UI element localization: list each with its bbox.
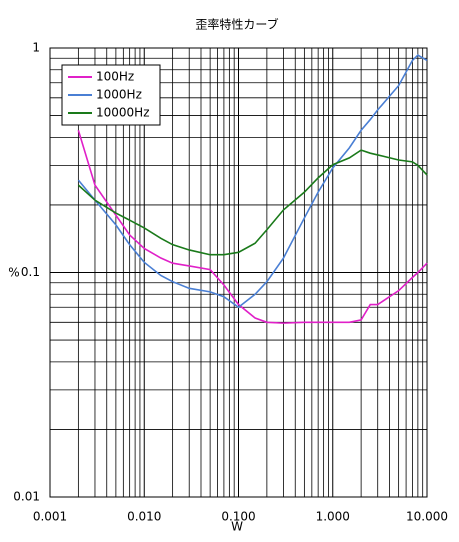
plot-frame — [49, 47, 428, 498]
y-axis-label: % — [8, 266, 19, 280]
x-tick-label: 10.000 — [406, 510, 448, 524]
x-tick-label: 0.100 — [221, 510, 255, 524]
legend-label: 100Hz — [96, 70, 134, 84]
y-tick-label: 1 — [32, 41, 40, 55]
y-tick-label: 0.01 — [13, 490, 40, 504]
chart-title: 歪率特性カーブ — [195, 17, 278, 32]
x-tick-label: 0.010 — [127, 510, 161, 524]
legend-label: 1000Hz — [96, 88, 142, 102]
y-tick-label: 0.1 — [21, 265, 40, 279]
data-line — [77, 130, 428, 324]
x-axis-label: W — [231, 520, 243, 534]
x-tick-label: 0.001 — [33, 510, 67, 524]
data-line — [77, 149, 428, 256]
legend-label: 10000Hz — [96, 106, 150, 120]
data-line — [77, 54, 428, 309]
x-tick-label: 1.000 — [316, 510, 350, 524]
